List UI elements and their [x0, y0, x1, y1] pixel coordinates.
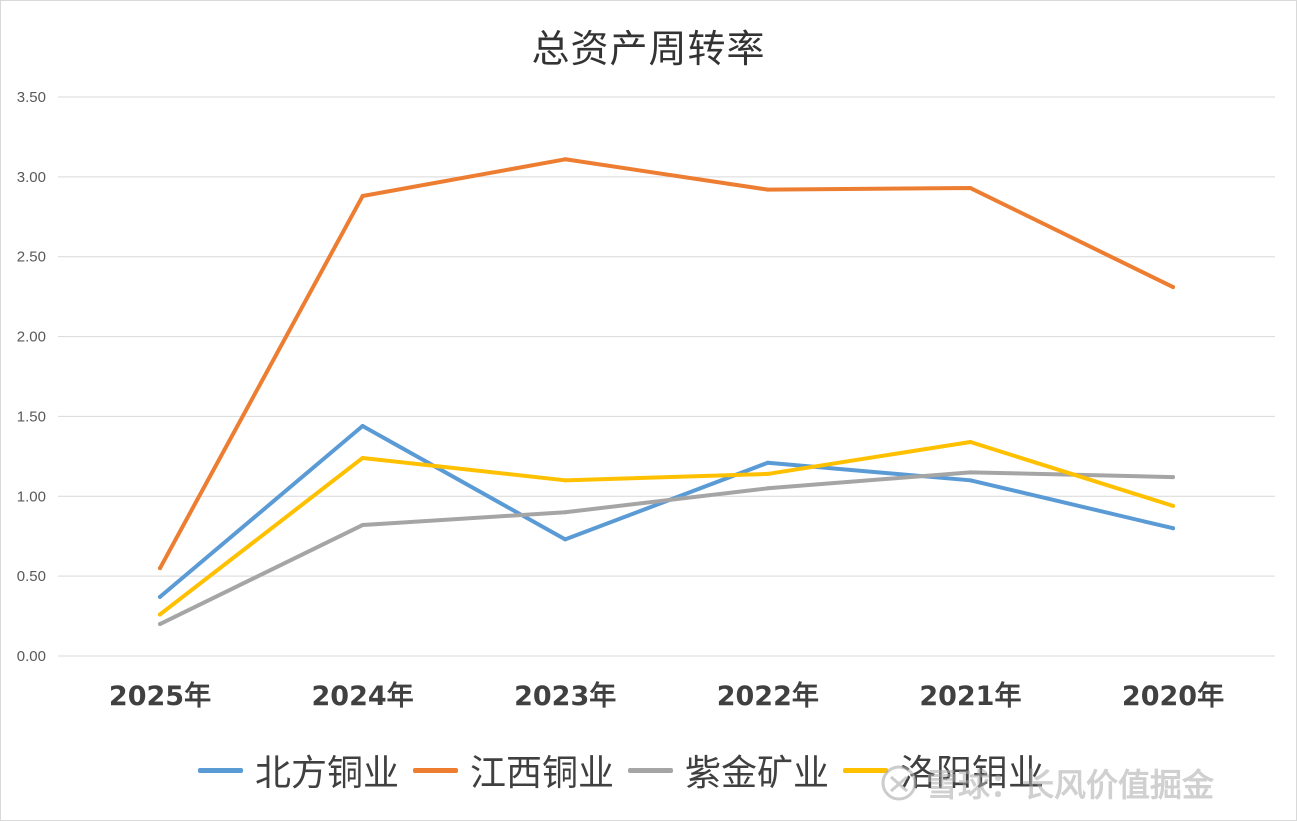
y-tick-label: 1.50 — [17, 408, 46, 425]
legend-item-beifang[interactable]: 北方铜业 — [198, 744, 399, 796]
series-lines — [158, 157, 1175, 627]
data-point — [765, 486, 770, 491]
series-line-1 — [158, 157, 1175, 571]
data-point — [1171, 475, 1175, 480]
legend-item-zijin[interactable]: 紫金矿业 — [628, 744, 829, 796]
snowball-logo-icon — [880, 764, 918, 802]
data-point — [563, 510, 568, 515]
y-tick-label: 3.50 — [17, 89, 46, 106]
y-tick-label: 0.00 — [17, 648, 46, 665]
legend-label-jiangxi: 江西铜业 — [470, 753, 615, 794]
legend-swatch-jiangxi — [413, 767, 459, 773]
legend-item-luoyang[interactable]: 洛阳钼业 — [843, 744, 1044, 796]
legend-swatch-zijin — [628, 767, 674, 773]
data-point — [1171, 285, 1175, 290]
y-tick-label: 1.00 — [17, 488, 46, 505]
data-point — [968, 439, 973, 444]
y-tick-label: 2.00 — [17, 329, 46, 346]
legend-swatch-beifang — [198, 767, 243, 773]
legend-item-jiangxi[interactable]: 江西铜业 — [413, 744, 614, 796]
series-line-2 — [158, 470, 1175, 627]
legend-label-zijin: 紫金矿业 — [685, 753, 830, 794]
y-tick-label: 3.00 — [17, 169, 46, 186]
legend-swatch-luoyang — [843, 767, 889, 773]
series-line-0 — [158, 424, 1175, 599]
y-axis: 0.00 0.50 1.00 1.50 2.00 2.50 3.00 3.50 — [17, 89, 46, 665]
data-point — [360, 424, 365, 429]
data-point — [563, 478, 568, 483]
data-point — [968, 470, 973, 475]
data-point — [563, 537, 568, 542]
data-point — [968, 478, 973, 483]
data-point — [158, 612, 162, 617]
x-tick-label: 2020年 — [1122, 680, 1224, 712]
data-point — [158, 594, 162, 599]
data-point — [968, 186, 973, 191]
legend: 北方铜业 江西铜业 紫金矿业 洛阳钼业 — [198, 744, 1044, 796]
data-point — [765, 460, 770, 465]
x-axis: 2025年 2024年 2023年 2022年 2021年 2020年 — [109, 680, 1224, 712]
data-point — [1171, 526, 1175, 531]
chart-title: 总资产周转率 — [531, 27, 766, 71]
data-point — [360, 455, 365, 460]
data-point — [360, 194, 365, 199]
series-line-3 — [158, 439, 1175, 617]
legend-label-luoyang: 洛阳钼业 — [900, 753, 1045, 794]
watermark-text: 雪球：长风价值掘金 — [926, 766, 1215, 804]
data-point — [765, 471, 770, 476]
data-point — [158, 622, 162, 627]
gridlines — [58, 96, 1275, 657]
data-point — [360, 523, 365, 528]
x-tick-label: 2025年 — [109, 680, 211, 712]
y-tick-label: 0.50 — [17, 568, 46, 585]
x-tick-label: 2021年 — [919, 680, 1021, 712]
x-tick-label: 2022年 — [717, 680, 819, 712]
y-tick-label: 2.50 — [17, 249, 46, 266]
legend-label-beifang: 北方铜业 — [255, 753, 400, 794]
watermark: 雪球：长风价值掘金 — [880, 760, 1214, 806]
x-tick-label: 2024年 — [312, 680, 414, 712]
data-point — [563, 157, 568, 162]
data-point — [765, 187, 770, 192]
data-point — [158, 566, 162, 571]
x-tick-label: 2023年 — [514, 680, 616, 712]
data-point — [1171, 503, 1175, 508]
